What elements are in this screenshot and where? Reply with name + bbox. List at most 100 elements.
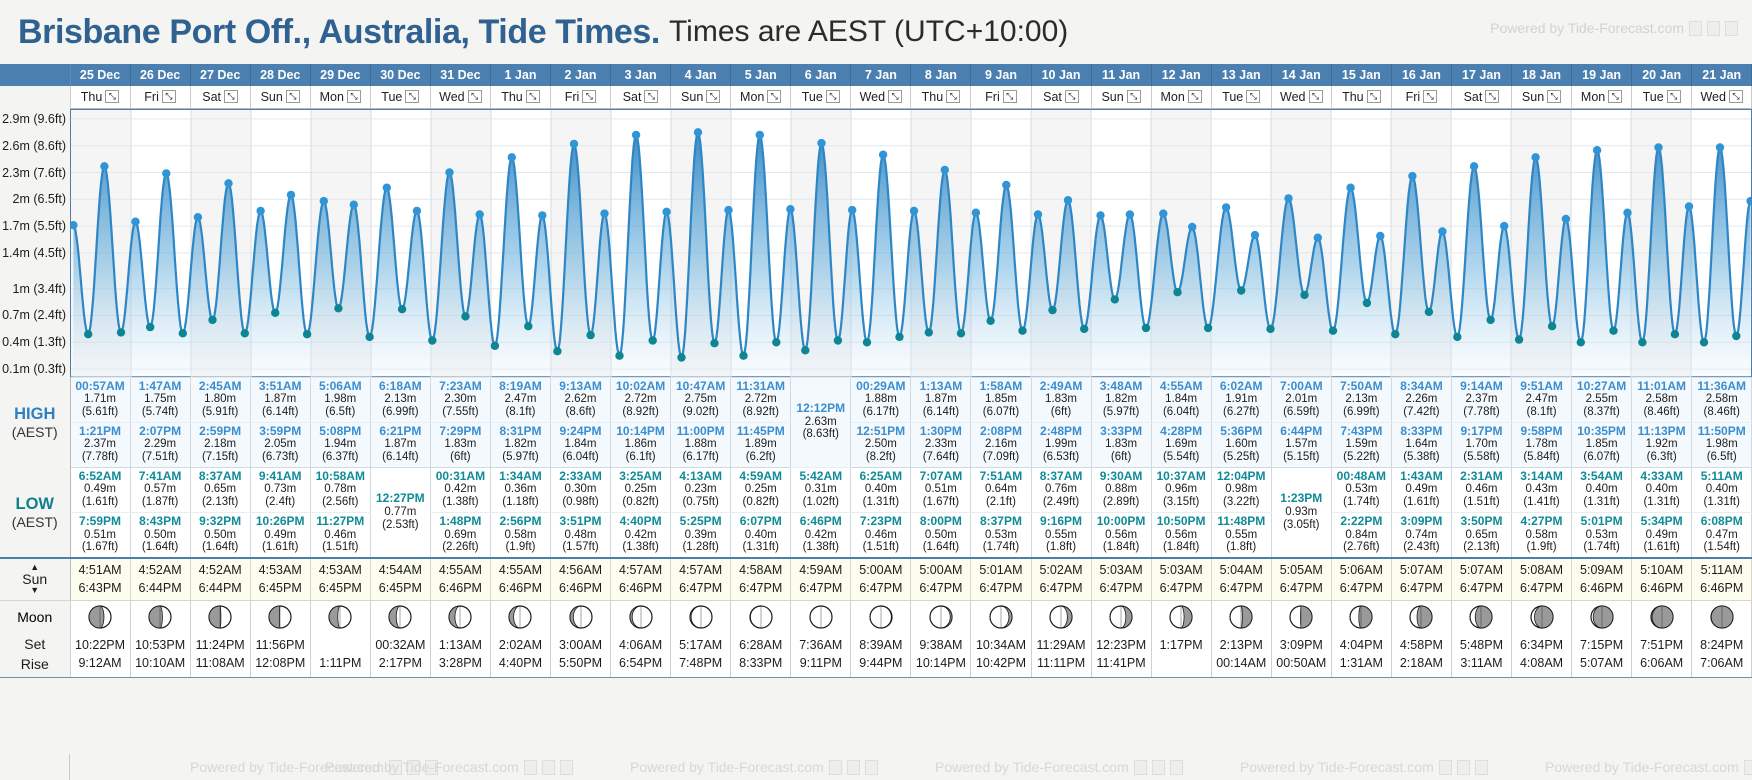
- low-time-9-1: 4:40PM: [619, 514, 662, 529]
- low-m-1-0: 0.57m: [144, 483, 177, 496]
- expand-icon-25[interactable]: ⤡: [1608, 90, 1623, 104]
- low-cell-11-1: 6:07PM 0.40m (1.31ft): [730, 512, 792, 559]
- low-time-17-0: 9:30AM: [1099, 468, 1143, 483]
- low-ft-8-0: (0.98ft): [562, 496, 599, 509]
- moon-rise-label-text: Rise: [20, 656, 49, 673]
- moon-rise-time-7: 4:40PM: [498, 656, 543, 671]
- high-time-9-1: 10:14PM: [616, 423, 665, 438]
- expand-icon-14[interactable]: ⤡: [946, 90, 961, 104]
- expand-icon-3[interactable]: ⤡: [285, 90, 300, 104]
- tide-chart[interactable]: [70, 108, 1752, 378]
- expand-icon-6[interactable]: ⤡: [467, 90, 482, 104]
- low-time-0-1: 7:59PM: [79, 514, 122, 529]
- high-ft-14-0: (6.14ft): [922, 405, 960, 418]
- moon-phase-icon-16: [1032, 604, 1091, 630]
- expand-icon-23[interactable]: ⤡: [1485, 90, 1500, 104]
- expand-icon-21[interactable]: ⤡: [1366, 90, 1381, 104]
- expand-icon-1[interactable]: ⤡: [161, 90, 176, 104]
- low-m-17-0: 0.88m: [1105, 483, 1138, 496]
- low-time-19-0: 12:04PM: [1216, 468, 1266, 483]
- expand-icon-17[interactable]: ⤡: [1126, 90, 1141, 104]
- expand-icon-18[interactable]: ⤡: [1187, 90, 1202, 104]
- low-time-4-1: 11:27PM: [316, 514, 365, 529]
- dow-cell-23: Sat ⤡: [1450, 86, 1513, 109]
- high-ft-3-0: (6.14ft): [262, 405, 299, 418]
- expand-icon-10[interactable]: ⤡: [706, 90, 721, 104]
- dow-label-16: Sat: [1043, 89, 1062, 104]
- moon-phase-icon-12: [791, 604, 850, 630]
- moon-setrise-cell-9: 4:06AM 6:54PM: [610, 634, 672, 678]
- y-tick-2: 2.3m (7.6ft): [2, 165, 66, 180]
- tide-curve-svg: [71, 109, 1751, 378]
- expand-icon-11[interactable]: ⤡: [767, 90, 782, 104]
- low-cell-18-0: 10:37AM 0.96m (3.15ft): [1150, 466, 1212, 514]
- moon-rise-time-14: 10:14PM: [915, 656, 966, 671]
- y-tick-3: 2m (6.5ft): [12, 192, 67, 207]
- moon-phase-cell-2: [189, 600, 251, 634]
- high-cell-26-1: 11:13PM 1.92m (6.3ft): [1631, 422, 1693, 468]
- low-ft-1-1: (1.64ft): [141, 541, 179, 554]
- low-m-15-0: 0.64m: [984, 483, 1017, 496]
- footer-watermark-icon-a-4: [1438, 759, 1452, 775]
- expand-icon-26[interactable]: ⤡: [1666, 90, 1681, 104]
- expand-icon-16[interactable]: ⤡: [1064, 90, 1079, 104]
- expand-icon-5[interactable]: ⤡: [405, 90, 420, 104]
- low-m-5-0: 0.77m: [384, 505, 417, 518]
- high-ft-4-0: (6.5ft): [325, 405, 356, 418]
- expand-icon-2[interactable]: ⤡: [224, 90, 239, 104]
- moon-phase-cell-9: [610, 600, 672, 634]
- sun-cell-11: 4:58AM 6:47PM: [730, 557, 792, 601]
- expand-icon-19[interactable]: ⤡: [1246, 90, 1261, 104]
- sunrise-time-0: 4:51AM: [78, 563, 122, 578]
- low-time-18-1: 10:50PM: [1156, 514, 1206, 529]
- expand-icon-8[interactable]: ⤡: [582, 90, 597, 104]
- low-cell-25-0: 3:54AM 0.40m (1.31ft): [1571, 466, 1633, 514]
- low-m-4-1: 0.46m: [324, 528, 357, 541]
- moon-phase-icon-14: [911, 604, 970, 630]
- high-ft-0-1: (7.78ft): [81, 451, 119, 463]
- low-time-26-1: 5:34PM: [1640, 514, 1683, 529]
- moon-rise-time-0: 9:12AM: [78, 656, 122, 671]
- expand-icon-27[interactable]: ⤡: [1728, 90, 1743, 104]
- sun-cell-1: 4:52AM 6:44PM: [129, 557, 191, 601]
- sun-cell-4: 4:53AM 6:45PM: [309, 557, 371, 601]
- date-header-13: 7 Jan: [850, 64, 912, 86]
- expand-icon-7[interactable]: ⤡: [525, 90, 540, 104]
- low-ft-19-0: (3.22ft): [1223, 496, 1260, 509]
- low-time-15-0: 7:51AM: [979, 468, 1023, 483]
- page-header: Brisbane Port Off., Australia, Tide Time…: [0, 0, 1752, 64]
- sunset-time-27: 6:46PM: [1700, 581, 1744, 596]
- sunrise-time-17: 5:03AM: [1099, 563, 1143, 578]
- low-ft-0-1: (1.67ft): [81, 541, 119, 554]
- expand-icon-20[interactable]: ⤡: [1308, 90, 1323, 104]
- dow-label-26: Tue: [1642, 89, 1664, 104]
- expand-icon-13[interactable]: ⤡: [888, 90, 903, 104]
- expand-icon-12[interactable]: ⤡: [825, 90, 840, 104]
- low-cell-22-0: 1:43AM 0.49m (1.61ft): [1390, 466, 1452, 514]
- moon-setrise-cell-3: 11:56PM 12:08PM: [249, 634, 311, 678]
- expand-icon-9[interactable]: ⤡: [644, 90, 659, 104]
- high-ft-27-1: (6.5ft): [1706, 451, 1737, 463]
- expand-icon-22[interactable]: ⤡: [1423, 90, 1438, 104]
- high-time-1-0: 1:47AM: [138, 378, 182, 393]
- date-header-row: 25 Dec 26 Dec 27 Dec 28 Dec 29 Dec 30 Dec 31 D…: [0, 64, 1752, 86]
- chart-cell[interactable]: [70, 108, 1752, 378]
- expand-icon-4[interactable]: ⤡: [346, 90, 361, 104]
- sunset-time-12: 6:47PM: [799, 581, 843, 596]
- low-ft-9-1: (1.38ft): [622, 541, 659, 554]
- moon-phase-cell-6: [429, 600, 491, 634]
- low-time-3-1: 10:26PM: [255, 514, 305, 529]
- low-cell-6-0: 00:31AM 0.42m (1.38ft): [429, 466, 491, 514]
- moon-phase-cell-24: [1510, 600, 1573, 634]
- low-time-16-1: 9:16PM: [1040, 514, 1083, 529]
- expand-icon-24[interactable]: ⤡: [1547, 90, 1562, 104]
- high-ft-18-1: (5.54ft): [1162, 451, 1200, 463]
- moon-set-time-22: 4:58PM: [1399, 638, 1443, 653]
- expand-icon-0[interactable]: ⤡: [105, 90, 120, 104]
- moon-phase-cell-25: [1571, 600, 1633, 634]
- high-m-6-1: 1.83m: [444, 438, 477, 451]
- expand-icon-15[interactable]: ⤡: [1002, 90, 1017, 104]
- low-ft-22-1: (2.43ft): [1403, 541, 1440, 554]
- moon-set-time-5: 00:32AM: [375, 638, 426, 653]
- date-header-27: 21 Jan: [1691, 64, 1752, 86]
